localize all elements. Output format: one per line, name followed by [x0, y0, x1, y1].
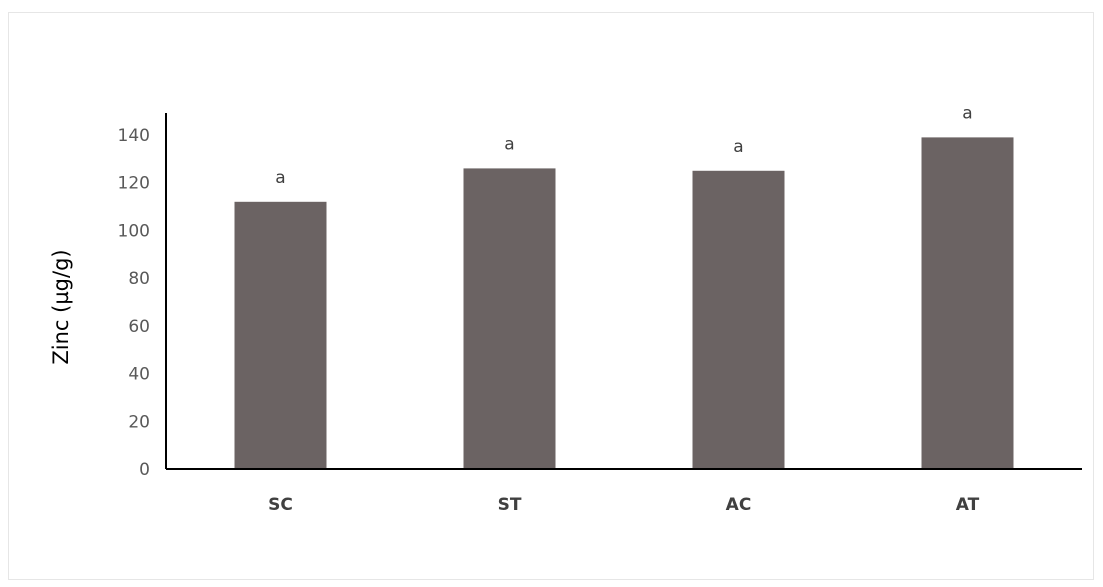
data-label-sc: a — [275, 168, 285, 188]
y-tick-label: 100 — [118, 221, 150, 241]
data-label-st: a — [504, 134, 514, 154]
y-tick-labels: 0 20 40 60 80 100 120 140 — [118, 126, 150, 480]
y-tick-label: 20 — [128, 412, 150, 432]
data-labels: a a a a — [275, 103, 972, 187]
bar-at — [921, 137, 1014, 469]
y-axis-title: Zinc (µg/g) — [49, 249, 73, 364]
y-tick-label: 80 — [128, 269, 150, 289]
y-tick-label: 40 — [128, 365, 150, 385]
bar-st — [463, 168, 556, 469]
y-tick-label: 120 — [118, 174, 150, 194]
data-label-at: a — [962, 103, 972, 123]
x-tick-label-st: ST — [498, 495, 522, 515]
x-tick-label-at: AT — [956, 495, 980, 515]
data-label-ac: a — [733, 137, 743, 157]
bar-sc — [234, 201, 327, 470]
axes-layer — [165, 113, 1082, 470]
x-tick-label-sc: SC — [268, 495, 293, 515]
y-tick-label: 60 — [128, 317, 150, 337]
x-tick-labels: SC ST AC AT — [268, 495, 979, 515]
y-tick-label: 140 — [118, 126, 150, 146]
y-tick-label: 0 — [139, 460, 150, 480]
x-tick-label-ac: AC — [726, 495, 752, 515]
bars-layer — [234, 137, 1014, 470]
bar-ac — [692, 170, 785, 470]
